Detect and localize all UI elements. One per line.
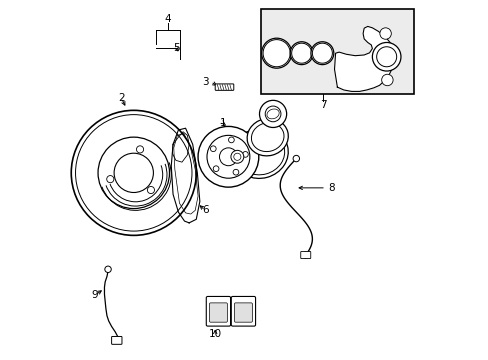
FancyBboxPatch shape xyxy=(206,296,230,326)
Circle shape xyxy=(312,43,332,63)
Circle shape xyxy=(376,47,396,67)
Circle shape xyxy=(219,148,237,166)
Circle shape xyxy=(71,111,196,235)
Circle shape xyxy=(228,137,234,143)
Circle shape xyxy=(233,153,241,160)
Circle shape xyxy=(302,252,308,258)
Ellipse shape xyxy=(251,123,284,152)
FancyBboxPatch shape xyxy=(209,303,227,322)
Circle shape xyxy=(198,126,258,187)
FancyBboxPatch shape xyxy=(231,296,255,326)
Text: 9: 9 xyxy=(92,290,98,300)
Text: 1: 1 xyxy=(219,118,226,128)
Text: 10: 10 xyxy=(208,329,222,339)
Circle shape xyxy=(263,40,290,67)
Text: 6: 6 xyxy=(202,205,208,215)
FancyBboxPatch shape xyxy=(215,84,233,90)
Circle shape xyxy=(147,186,154,194)
Circle shape xyxy=(381,74,392,86)
Circle shape xyxy=(259,100,286,127)
Circle shape xyxy=(206,135,249,178)
Text: 8: 8 xyxy=(327,183,334,193)
Circle shape xyxy=(98,137,169,208)
Circle shape xyxy=(75,114,192,231)
Circle shape xyxy=(261,38,291,68)
Ellipse shape xyxy=(232,128,287,179)
Circle shape xyxy=(233,169,238,175)
Text: 3: 3 xyxy=(202,77,208,87)
Circle shape xyxy=(379,28,390,39)
Text: 2: 2 xyxy=(118,93,124,103)
FancyBboxPatch shape xyxy=(300,251,310,258)
Text: 5: 5 xyxy=(173,43,180,53)
Circle shape xyxy=(230,150,244,163)
Circle shape xyxy=(290,42,312,64)
Circle shape xyxy=(213,166,219,172)
Bar xyxy=(260,9,413,94)
Circle shape xyxy=(310,42,333,64)
Circle shape xyxy=(264,106,281,122)
FancyBboxPatch shape xyxy=(111,337,122,344)
Text: 7: 7 xyxy=(319,100,325,110)
Circle shape xyxy=(114,153,153,193)
Circle shape xyxy=(106,176,114,183)
Circle shape xyxy=(291,43,311,63)
Text: 4: 4 xyxy=(164,14,171,24)
Circle shape xyxy=(136,146,143,153)
Circle shape xyxy=(242,152,248,157)
Circle shape xyxy=(104,266,111,273)
Ellipse shape xyxy=(246,118,288,156)
Ellipse shape xyxy=(236,131,284,175)
Circle shape xyxy=(210,146,216,152)
FancyBboxPatch shape xyxy=(234,303,252,322)
Circle shape xyxy=(372,42,400,71)
Circle shape xyxy=(292,156,299,162)
Polygon shape xyxy=(334,26,394,91)
